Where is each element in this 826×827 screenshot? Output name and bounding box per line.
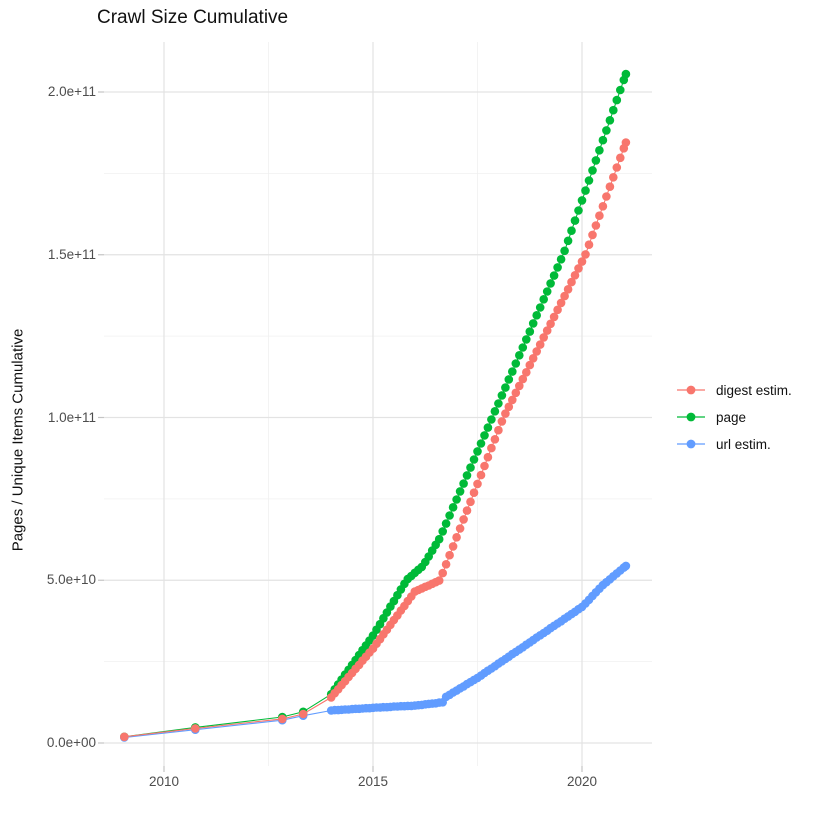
plot-title: Crawl Size Cumulative: [97, 7, 289, 28]
series-page: [120, 69, 631, 742]
legend-item-digest: digest estim.: [676, 381, 792, 399]
legend-item-page: page: [676, 408, 792, 426]
legend-label-page: page: [716, 409, 747, 425]
gridlines-minor: [104, 42, 652, 766]
legend-label-digest: digest estim.: [716, 382, 792, 398]
y-axis-title: Pages / Unique Items Cumulative: [9, 328, 27, 552]
x-tick-label: 2015: [357, 774, 389, 789]
x-tick-label: 2020: [566, 774, 598, 789]
y-tick-label: 1.0e+11: [47, 409, 96, 425]
legend: digest estim. page url estim.: [676, 381, 792, 453]
legend-key-page-icon: [677, 412, 705, 422]
legend-key-url-icon: [677, 439, 705, 449]
axis-ticks: [98, 91, 583, 772]
y-tick-label: 0.0e+00: [46, 735, 96, 750]
y-tick-label: 5.0e+10: [46, 572, 96, 588]
series-digest-estim-: [120, 138, 631, 742]
y-tick-label: 1.5e+11: [47, 246, 96, 262]
legend-item-url: url estim.: [676, 435, 792, 453]
legend-label-url: url estim.: [716, 436, 771, 452]
gridlines-major: [104, 42, 652, 766]
legend-key-digest-icon: [677, 385, 705, 395]
y-tick-label: 2.0e+11: [47, 84, 96, 99]
x-tick-label: 2010: [148, 774, 180, 789]
